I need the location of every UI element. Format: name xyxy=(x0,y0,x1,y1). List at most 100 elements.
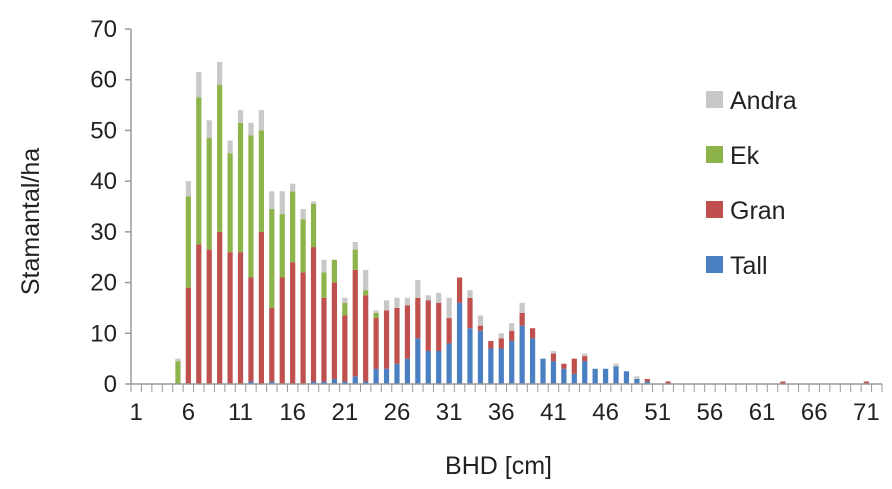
bar-ek-22 xyxy=(352,249,358,270)
bar-gran-52 xyxy=(665,381,671,384)
bar-andra-30 xyxy=(436,292,442,303)
bar-andra-41 xyxy=(550,351,557,354)
bar-andra-11 xyxy=(237,110,244,123)
bar-tall-45 xyxy=(592,368,598,384)
bar-gran-32 xyxy=(456,277,463,303)
bar-andra-33 xyxy=(467,290,473,298)
bar-gran-9 xyxy=(217,231,223,384)
bar-andra-7 xyxy=(196,72,202,98)
x-tick-label: 71 xyxy=(853,399,880,426)
bar-ek-24 xyxy=(373,313,379,319)
bar-andra-27 xyxy=(404,297,411,306)
bar-gran-43 xyxy=(571,358,577,374)
bar-ek-16 xyxy=(290,191,296,263)
bar-gran-42 xyxy=(561,363,567,369)
bar-andra-23 xyxy=(363,269,369,291)
legend-label-tall: Tall xyxy=(730,252,768,280)
bar-gran-12 xyxy=(248,277,254,382)
bar-tall-25 xyxy=(383,368,390,384)
bar-gran-23 xyxy=(363,295,369,382)
bar-andra-19 xyxy=(321,259,327,273)
bar-tall-20 xyxy=(331,378,338,384)
bar-ek-7 xyxy=(196,97,202,245)
bar-andra-17 xyxy=(300,209,306,220)
legend-swatch-ek xyxy=(706,146,723,163)
bar-ek-19 xyxy=(321,272,327,298)
y-tick-label: 40 xyxy=(90,168,117,195)
bar-ek-17 xyxy=(300,219,306,273)
bar-gran-30 xyxy=(436,302,442,352)
bar-tall-24 xyxy=(373,368,379,384)
bar-ek-10 xyxy=(227,153,233,253)
bar-tall-31 xyxy=(446,343,452,384)
bar-gran-21 xyxy=(342,315,348,382)
bar-tall-26 xyxy=(394,363,400,384)
bar-gran-20 xyxy=(331,282,338,379)
bar-gran-35 xyxy=(488,340,494,349)
legend-swatch-andra xyxy=(706,91,723,108)
x-tick-label: 41 xyxy=(540,399,567,426)
bar-gran-34 xyxy=(477,325,484,331)
legend-label-andra: Andra xyxy=(730,87,797,115)
bar-gran-18 xyxy=(310,247,317,382)
y-tick-label: 0 xyxy=(104,371,117,398)
y-axis-ticks: 0 10 20 30 40 50 60 70 xyxy=(90,16,131,398)
bar-tall-19 xyxy=(321,381,327,384)
bar-ek-12 xyxy=(248,135,254,278)
x-tick-label: 26 xyxy=(384,399,411,426)
bar-andra-21 xyxy=(342,297,348,303)
y-axis-title: Stamantal/ha xyxy=(17,148,45,295)
y-tick-label: 60 xyxy=(90,67,117,94)
bar-andra-28 xyxy=(415,280,421,298)
bar-tall-33 xyxy=(467,328,473,384)
x-axis-ticks: 1 6 11 16 21 26 31 36 41 46 51 56 61 66 71 xyxy=(130,384,883,426)
bar-tall-35 xyxy=(488,348,494,384)
bar-gran-11 xyxy=(237,252,244,384)
bar-tall-34 xyxy=(477,330,484,384)
bar-tall-40 xyxy=(540,358,546,384)
bar-gran-31 xyxy=(446,318,452,344)
bar-andra-5 xyxy=(175,358,181,362)
bar-gran-29 xyxy=(425,300,431,352)
bar-andra-31 xyxy=(446,297,452,319)
bar-gran-15 xyxy=(279,277,285,384)
bar-andra-9 xyxy=(217,61,223,85)
y-tick-label: 50 xyxy=(90,117,117,144)
bar-tall-41 xyxy=(550,361,557,384)
x-tick-label: 36 xyxy=(488,399,515,426)
bar-andra-18 xyxy=(310,201,317,204)
bar-tall-27 xyxy=(404,358,411,384)
bar-andra-37 xyxy=(509,323,515,331)
bar-tall-38 xyxy=(519,325,525,384)
bar-gran-50 xyxy=(644,378,650,382)
bar-ek-9 xyxy=(217,84,223,232)
y-tick-label: 20 xyxy=(90,270,117,297)
bar-andra-25 xyxy=(383,300,390,311)
legend-label-gran: Gran xyxy=(730,197,786,225)
bar-gran-13 xyxy=(258,231,264,384)
bar-gran-44 xyxy=(582,356,588,362)
x-tick-label: 16 xyxy=(279,399,306,426)
bar-gran-25 xyxy=(383,310,390,369)
bar-gran-7 xyxy=(196,244,202,384)
bar-tall-22 xyxy=(352,376,358,384)
bar-gran-17 xyxy=(300,272,306,384)
legend-label-ek: Ek xyxy=(730,142,760,170)
bar-tall-29 xyxy=(425,351,431,384)
bar-gran-8 xyxy=(206,249,212,384)
bar-tall-42 xyxy=(561,368,567,384)
bar-andra-6 xyxy=(185,181,191,197)
bar-andra-24 xyxy=(373,310,379,313)
bar-tall-48 xyxy=(623,371,630,384)
bar-andra-36 xyxy=(498,333,504,339)
bar-ek-18 xyxy=(310,203,317,248)
bar-andra-22 xyxy=(352,242,358,250)
bar-gran-26 xyxy=(394,307,400,364)
x-axis-title: BHD [cm] xyxy=(445,452,552,480)
bar-gran-14 xyxy=(269,307,275,382)
bars-layer xyxy=(175,61,869,384)
y-tick-label: 30 xyxy=(90,219,117,246)
bar-andra-10 xyxy=(227,140,233,154)
x-tick-label: 51 xyxy=(644,399,671,426)
bar-andra-16 xyxy=(290,183,296,192)
